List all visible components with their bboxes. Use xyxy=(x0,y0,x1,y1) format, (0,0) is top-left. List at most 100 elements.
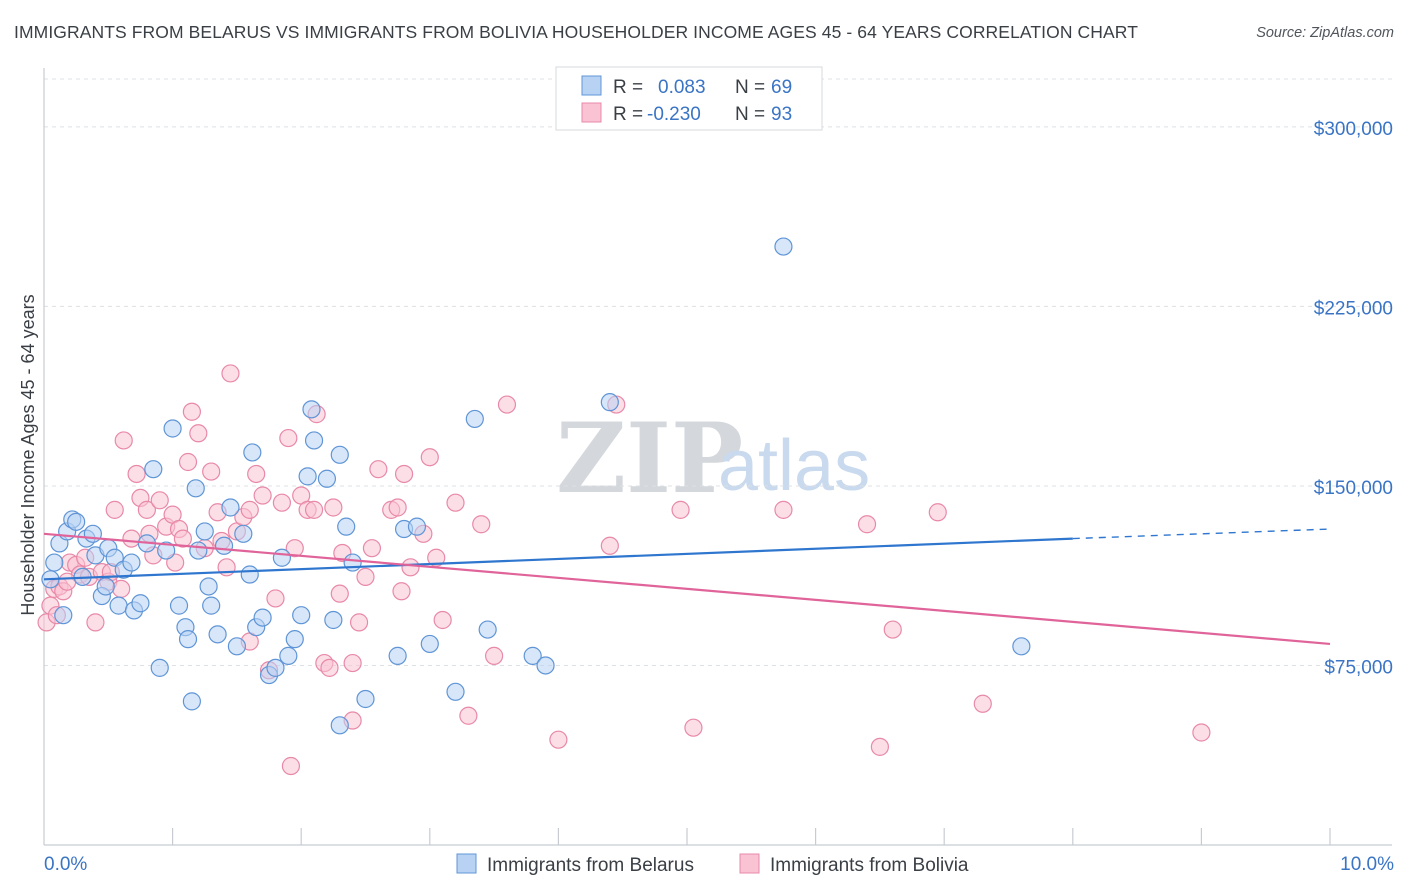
data-point-belarus xyxy=(227,637,246,656)
y-tick-label: $150,000 xyxy=(1314,478,1393,499)
data-point-bolivia xyxy=(600,536,619,555)
data-point-belarus xyxy=(178,630,198,649)
data-point-belarus xyxy=(54,606,73,625)
data-point-belarus xyxy=(600,393,619,412)
data-point-bolivia xyxy=(285,539,304,558)
data-point-belarus xyxy=(144,460,163,479)
data-point-belarus xyxy=(465,409,484,429)
data-point-bolivia xyxy=(240,500,259,519)
data-point-belarus xyxy=(478,620,497,639)
data-point-bolivia xyxy=(472,515,491,534)
bottom-legend-label-belarus: Immigrants from Belarus xyxy=(487,855,694,876)
data-point-bolivia xyxy=(189,424,208,443)
data-point-bolivia xyxy=(221,364,240,383)
data-point-belarus xyxy=(324,610,343,630)
data-point-belarus xyxy=(446,682,465,701)
data-point-bolivia xyxy=(870,737,890,756)
data-point-belarus xyxy=(182,692,201,711)
legend-n-value-bolivia: 93 xyxy=(771,104,792,125)
data-point-bolivia xyxy=(182,402,201,421)
data-point-bolivia xyxy=(369,460,388,479)
data-point-belarus xyxy=(45,553,64,572)
bottom-legend-label-bolivia: Immigrants from Bolivia xyxy=(770,855,969,876)
legend-r-value-belarus: 0.083 xyxy=(658,77,706,98)
x-tick-label-max: 10.0% xyxy=(1340,854,1394,875)
data-point-bolivia xyxy=(58,572,77,591)
watermark-zip: ZIP xyxy=(556,402,743,515)
data-point-bolivia xyxy=(459,706,478,725)
chart-title: IMMIGRANTS FROM BELARUS VS IMMIGRANTS FR… xyxy=(14,22,1138,42)
y-tick-labels: $75,000 $150,000 $225,000 $300,000 xyxy=(1314,119,1393,679)
legend-r-label-belarus: R = xyxy=(613,77,643,98)
data-point-belarus xyxy=(343,553,362,572)
data-point-belarus xyxy=(285,630,304,649)
legend-box: R = 0.083 N = 69 R = -0.230 N = 93 xyxy=(555,66,823,131)
data-point-belarus xyxy=(330,445,349,464)
data-point-bolivia xyxy=(114,431,133,450)
data-point-bolivia xyxy=(86,613,105,632)
data-point-bolivia xyxy=(173,529,192,548)
data-point-bolivia xyxy=(253,486,272,505)
data-point-belarus xyxy=(240,565,259,584)
data-point-bolivia xyxy=(973,694,992,713)
data-point-bolivia xyxy=(112,579,131,598)
bottom-legend-swatch-bolivia xyxy=(739,853,760,874)
data-point-belarus xyxy=(337,517,356,536)
data-point-belarus xyxy=(774,237,793,256)
data-point-bolivia xyxy=(433,610,452,630)
data-point-bolivia xyxy=(324,498,343,517)
data-point-bolivia xyxy=(857,515,877,534)
data-point-bolivia xyxy=(202,462,221,481)
data-point-belarus xyxy=(199,577,218,596)
data-point-bolivia xyxy=(388,498,407,517)
data-point-bolivia xyxy=(401,558,420,577)
trend-line-belarus xyxy=(43,537,1073,581)
data-point-belarus xyxy=(208,625,227,644)
data-point-belarus xyxy=(195,522,214,541)
data-point-belarus xyxy=(330,716,349,735)
x-ticks xyxy=(172,828,1331,845)
data-point-belarus xyxy=(96,577,115,596)
legend-n-value-belarus: 69 xyxy=(771,77,792,98)
data-point-bolivia xyxy=(178,452,198,472)
data-point-bolivia xyxy=(392,582,411,601)
y-axis-label: Householder Income Ages 45 - 64 years xyxy=(18,294,38,615)
data-point-belarus xyxy=(169,596,189,615)
legend-swatch-belarus xyxy=(581,75,602,96)
data-point-bolivia xyxy=(549,730,568,749)
data-point-belarus xyxy=(302,400,321,419)
x-tick-label-min: 0.0% xyxy=(44,854,87,875)
data-point-belarus xyxy=(214,536,234,555)
data-point-bolivia xyxy=(127,464,146,484)
data-point-bolivia xyxy=(485,646,504,665)
legend-n-label-belarus: N = xyxy=(735,77,765,98)
bottom-legend: Immigrants from Belarus Immigrants from … xyxy=(456,853,969,876)
chart-source: Source: ZipAtlas.com xyxy=(1256,25,1394,41)
data-point-belarus xyxy=(163,419,182,438)
data-point-bolivia xyxy=(137,500,156,519)
data-point-belarus xyxy=(292,606,311,625)
data-point-bolivia xyxy=(272,493,292,512)
data-point-bolivia xyxy=(356,567,375,587)
data-point-belarus xyxy=(1012,637,1031,656)
data-point-belarus xyxy=(243,443,262,462)
data-point-bolivia xyxy=(420,448,439,467)
data-point-belarus xyxy=(109,596,128,615)
data-point-belarus xyxy=(388,646,407,665)
data-point-bolivia xyxy=(394,464,414,484)
data-point-belarus xyxy=(234,524,253,543)
watermark-atlas: atlas xyxy=(718,426,870,506)
data-point-belarus xyxy=(272,548,292,567)
trend-line-bolivia xyxy=(43,532,1331,646)
data-point-belarus xyxy=(157,541,176,560)
y-tick-label: $300,000 xyxy=(1314,119,1393,140)
data-point-belarus xyxy=(536,656,555,675)
data-point-belarus xyxy=(317,469,337,488)
legend-r-value-bolivia: -0.230 xyxy=(647,104,701,125)
data-point-belarus xyxy=(202,596,221,615)
data-point-belarus xyxy=(298,467,317,486)
y-tick-label: $75,000 xyxy=(1324,657,1393,678)
data-point-bolivia xyxy=(320,658,339,677)
data-point-bolivia xyxy=(671,500,690,519)
data-point-bolivia xyxy=(1192,723,1211,742)
